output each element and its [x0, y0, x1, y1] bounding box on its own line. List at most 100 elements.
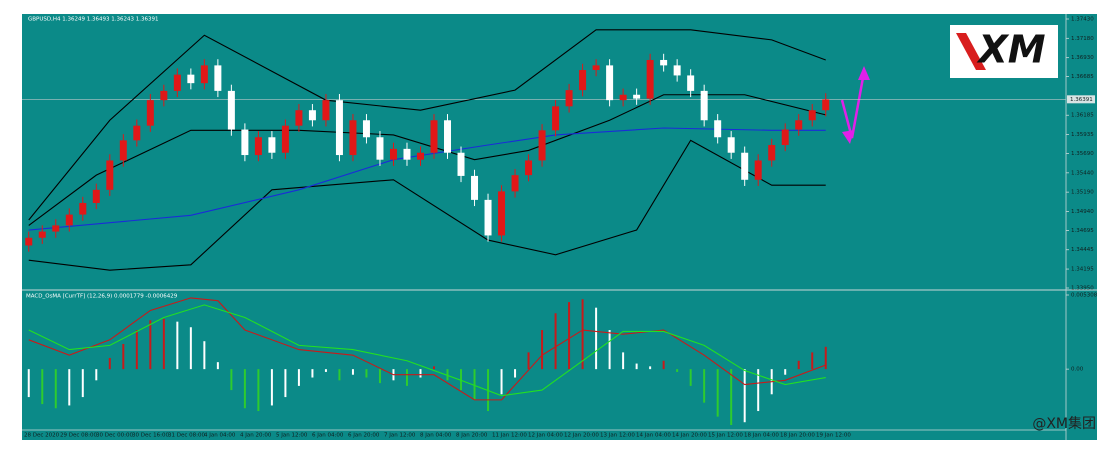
y-tick-label: 1.35440 — [1071, 170, 1094, 176]
candle-body — [241, 129, 249, 156]
y-tick-label: 1.35690 — [1071, 151, 1094, 157]
candle-body — [822, 99, 830, 111]
x-tick-label: 8 Jan 04:00 — [420, 433, 452, 439]
x-tick-label: 30 Dec 16:00 — [132, 433, 169, 439]
candle-body — [119, 140, 127, 161]
y-tick-label: 1.36930 — [1071, 55, 1094, 61]
x-tick-label: 8 Jan 20:00 — [456, 433, 488, 439]
candle-body — [268, 137, 276, 153]
x-tick-label: 14 Jan 04:00 — [636, 433, 671, 439]
candle-body — [484, 199, 492, 236]
candle-body — [430, 120, 438, 153]
candle-body — [808, 110, 816, 121]
y-tick-label: 1.33950 — [1071, 286, 1094, 292]
candle-body — [133, 125, 141, 141]
candle-body — [660, 59, 668, 66]
indicator-line — [28, 297, 826, 401]
candle-body — [538, 130, 546, 161]
x-tick-label: 19 Jan 12:00 — [816, 433, 851, 439]
candle-body — [525, 160, 533, 176]
candle-body — [727, 137, 735, 153]
candle-body — [160, 90, 168, 101]
candle-body — [389, 148, 397, 160]
candle-body — [606, 65, 614, 101]
arrow-head — [858, 66, 870, 80]
x-tick-label: 12 Jan 04:00 — [528, 433, 563, 439]
x-tick-label: 11 Jan 12:00 — [492, 433, 527, 439]
y-tick-label: 1.37180 — [1071, 36, 1094, 42]
indicator-line — [28, 127, 826, 231]
x-tick-label: 14 Jan 20:00 — [672, 433, 707, 439]
trend-arrows — [840, 66, 870, 144]
candle-body — [403, 148, 411, 160]
candle-body — [335, 100, 343, 156]
candle-body — [795, 120, 803, 130]
x-tick-label: 18 Jan 04:00 — [744, 433, 779, 439]
y-tick-label: 1.37430 — [1071, 17, 1094, 23]
x-tick-label: 7 Jan 12:00 — [384, 433, 416, 439]
candle-body — [633, 94, 641, 99]
candle-body — [281, 125, 289, 153]
candle-body — [673, 65, 681, 76]
candle-body — [619, 94, 627, 101]
candle-body — [295, 110, 303, 126]
candle-body — [579, 70, 587, 91]
x-tick-label: 4 Jan 20:00 — [240, 433, 272, 439]
candle-body — [52, 225, 60, 232]
y-tick-label: 1.35935 — [1071, 132, 1094, 138]
symbol-header: GBPUSD,H4 1.36249 1.36493 1.36243 1.3639… — [28, 17, 158, 23]
x-tick-label: 15 Jan 12:00 — [708, 433, 743, 439]
candle-body — [741, 152, 749, 180]
candle-body — [187, 74, 195, 84]
chart-background — [22, 14, 1097, 440]
candle-body — [498, 191, 506, 236]
last-price-box — [1067, 95, 1095, 104]
candle-body — [227, 90, 235, 130]
candle-body — [146, 100, 154, 126]
x-tick-label: 30 Dec 00:00 — [96, 433, 133, 439]
arrow-path — [840, 71, 866, 139]
x-tick-label: 28 Dec 2020 — [24, 433, 60, 439]
candle-body — [376, 137, 384, 160]
candle-body — [552, 106, 560, 131]
candle-body — [254, 137, 262, 156]
candle-body — [106, 160, 114, 190]
x-tick-label: 6 Jan 04:00 — [312, 433, 344, 439]
candle-body — [200, 65, 208, 84]
candle-body — [416, 152, 424, 160]
candle-body — [322, 100, 330, 121]
candle-body — [754, 160, 762, 180]
y-tick-label: 0.00 — [1071, 367, 1084, 373]
x-tick-label: 4 Jan 04:00 — [204, 433, 236, 439]
y-tick-label: 1.36185 — [1071, 113, 1094, 119]
candle-body — [25, 237, 33, 246]
x-tick-label: 31 Dec 08:00 — [168, 433, 205, 439]
indicator-line — [28, 29, 826, 221]
y-tick-label: 1.34445 — [1071, 247, 1094, 253]
candle-body — [214, 65, 222, 91]
candle-body — [65, 214, 73, 226]
y-tick-label: 1.35190 — [1071, 190, 1094, 196]
candle-body — [79, 202, 87, 215]
indicator-line — [28, 304, 826, 397]
candle-body — [700, 90, 708, 121]
candle-body — [768, 144, 776, 161]
x-tick-label: 12 Jan 20:00 — [564, 433, 599, 439]
x-tick-label: 13 Jan 12:00 — [600, 433, 635, 439]
candle-body — [362, 120, 370, 138]
candle-body — [687, 75, 695, 91]
candle-body — [38, 231, 46, 238]
x-tick-label: 18 Jan 20:00 — [780, 433, 815, 439]
candle-body — [714, 120, 722, 138]
y-tick-label: 1.34695 — [1071, 228, 1094, 234]
y-tick-label: 1.36685 — [1071, 74, 1094, 80]
candle-body — [511, 175, 519, 192]
logo-text: XM — [976, 28, 1045, 72]
x-tick-label: 5 Jan 12:00 — [276, 433, 308, 439]
y-tick-label: 0.005308 — [1071, 293, 1098, 299]
arrow-head — [842, 130, 854, 144]
candle-body — [457, 152, 465, 176]
candle-body — [471, 175, 479, 200]
logo-mark — [956, 33, 986, 70]
